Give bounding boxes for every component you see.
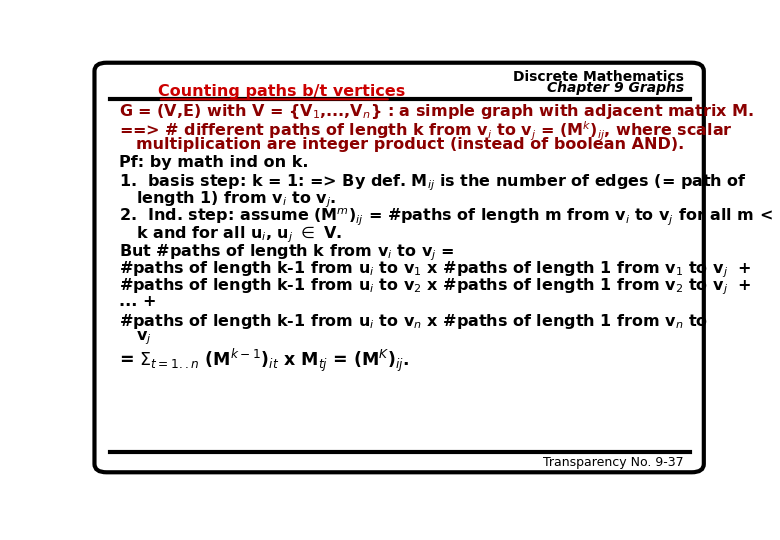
Text: ... +: ... + — [119, 294, 156, 309]
Text: #paths of length k-1 from u$_i$ to v$_2$ x #paths of length 1 from v$_2$ to v$_j: #paths of length k-1 from u$_i$ to v$_2$… — [119, 277, 751, 298]
Text: k and for all u$_i$, u$_j$ $\in$ V.: k and for all u$_i$, u$_j$ $\in$ V. — [136, 225, 342, 245]
Text: Chapter 9 Graphs: Chapter 9 Graphs — [547, 82, 684, 96]
Text: v$_j$: v$_j$ — [136, 329, 151, 347]
Text: multiplication are integer product (instead of boolean AND).: multiplication are integer product (inst… — [136, 137, 684, 152]
Text: = $\Sigma_{t=1..n}$ (M$^{k-1}$)$_{it}$ x M$_{tj}$ = (M$^K$)$_{ij}$.: = $\Sigma_{t=1..n}$ (M$^{k-1}$)$_{it}$ x… — [119, 347, 409, 374]
Text: But #paths of length k from v$_i$ to v$_j$ =: But #paths of length k from v$_i$ to v$_… — [119, 242, 454, 262]
Text: Counting paths b/t vertices: Counting paths b/t vertices — [158, 84, 405, 98]
Text: ==> # different paths of length k from v$_i$ to v$_j$ = (M$^k$)$_{ij}$, where sc: ==> # different paths of length k from v… — [119, 120, 732, 143]
Text: length 1) from v$_i$ to v$_j$.: length 1) from v$_i$ to v$_j$. — [136, 190, 336, 210]
Text: 2.  Ind. step: assume (M$^m$)$_{ij}$ = #paths of length m from v$_i$ to v$_j$ fo: 2. Ind. step: assume (M$^m$)$_{ij}$ = #p… — [119, 207, 772, 228]
Text: G = (V,E) with V = {V$_1$,...,V$_n$} : a simple graph with adjacent matrix M.: G = (V,E) with V = {V$_1$,...,V$_n$} : a… — [119, 102, 753, 121]
FancyBboxPatch shape — [94, 63, 704, 472]
Text: #paths of length k-1 from u$_i$ to v$_1$ x #paths of length 1 from v$_1$ to v$_j: #paths of length k-1 from u$_i$ to v$_1$… — [119, 259, 751, 280]
Text: 1.  basis step: k = 1: => By def. M$_{ij}$ is the number of edges (= path of: 1. basis step: k = 1: => By def. M$_{ij}… — [119, 172, 746, 193]
Text: #paths of length k-1 from u$_i$ to v$_n$ x #paths of length 1 from v$_n$ to: #paths of length k-1 from u$_i$ to v$_n$… — [119, 312, 707, 331]
Text: Pf: by math ind on k.: Pf: by math ind on k. — [119, 154, 308, 170]
Text: Transparency No. 9-37: Transparency No. 9-37 — [543, 456, 684, 469]
Text: Discrete Mathematics: Discrete Mathematics — [513, 70, 684, 84]
